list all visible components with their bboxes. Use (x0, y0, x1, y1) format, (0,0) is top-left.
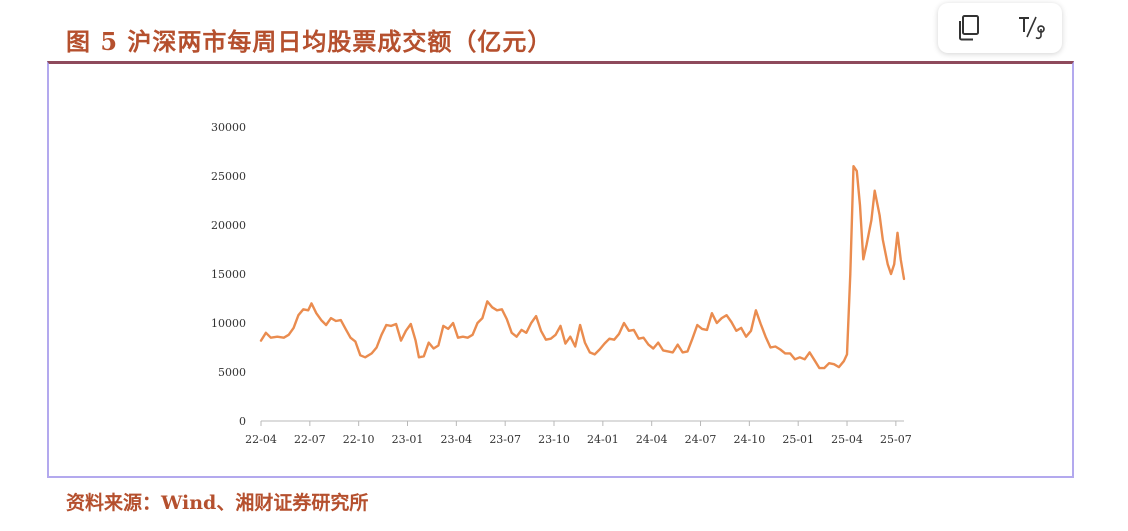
floating-toolbar (938, 3, 1062, 53)
chart-title: 图 5 沪深两市每周日均股票成交额（亿元） (66, 27, 553, 56)
x-tick-label: 24-07 (685, 433, 717, 446)
text-size-icon (1019, 16, 1045, 40)
x-tick-label: 23-04 (440, 433, 472, 446)
x-tick-label: 25-01 (782, 433, 814, 446)
copy-button[interactable] (949, 8, 989, 48)
x-tick-label: 22-04 (245, 433, 277, 446)
source-note: 资料来源：Wind、湘财证券研究所 (66, 492, 369, 514)
x-tick-label: 23-01 (392, 433, 424, 446)
x-tick-label: 24-01 (587, 433, 619, 446)
y-tick-label: 15000 (211, 268, 246, 281)
y-tick-label: 5000 (218, 366, 246, 379)
y-tick-label: 25000 (211, 170, 246, 183)
copy-icon (959, 15, 979, 41)
x-tick-label: 22-10 (343, 433, 375, 446)
series-line (259, 165, 906, 370)
y-tick-label: 0 (239, 415, 246, 428)
y-tick-label: 20000 (211, 219, 246, 232)
x-tick-label: 25-07 (880, 433, 912, 446)
x-tick-label: 22-07 (294, 433, 326, 446)
x-tick-label: 25-04 (831, 433, 863, 446)
x-tick-label: 23-10 (538, 433, 570, 446)
text-size-button[interactable] (1011, 8, 1051, 48)
x-tick-label: 23-07 (489, 433, 521, 446)
y-tick-label: 30000 (211, 121, 246, 134)
y-tick-label: 10000 (211, 317, 246, 330)
x-tick-label: 24-04 (636, 433, 668, 446)
x-tick-label: 24-10 (733, 433, 765, 446)
